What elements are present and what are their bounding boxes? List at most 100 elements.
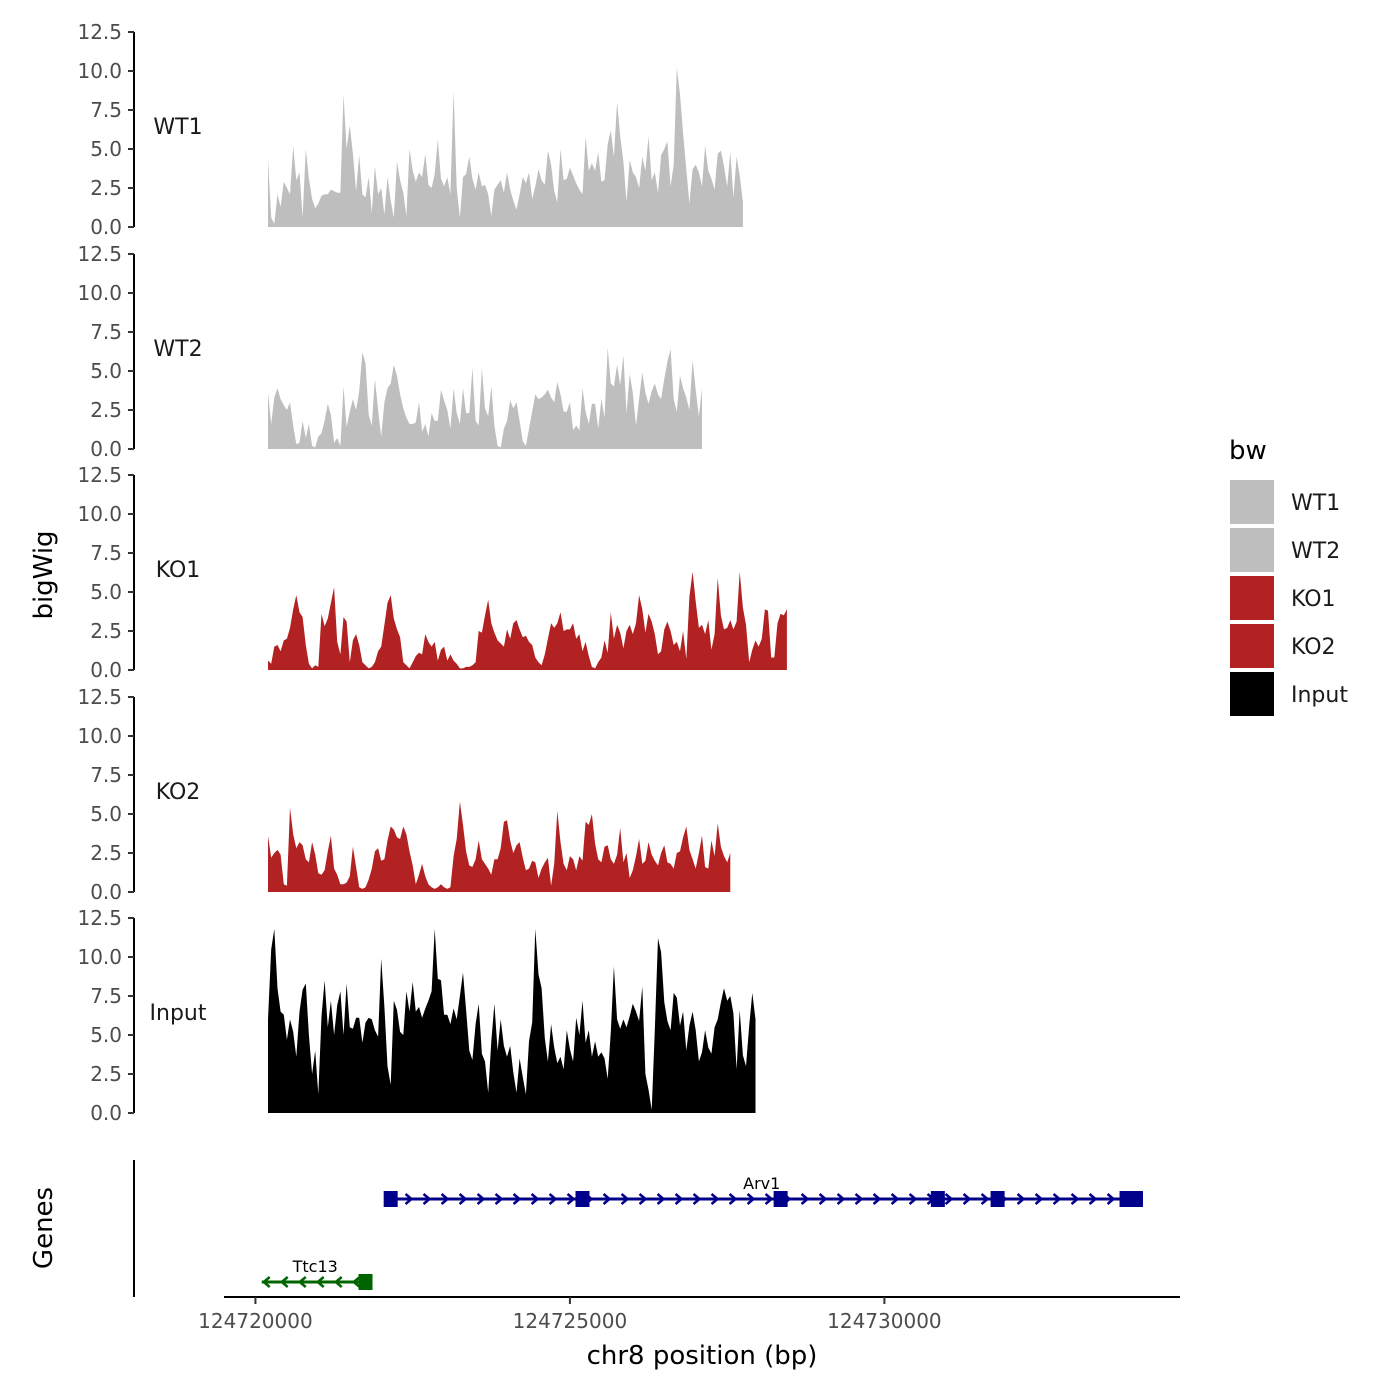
strand-chevron: [476, 1193, 486, 1205]
strand-chevron: [692, 1193, 702, 1205]
area-ko1: [268, 571, 787, 670]
x-axis: 124720000 124725000 124730000: [198, 1296, 1180, 1333]
legend-entry: KO1: [1230, 576, 1336, 620]
strand-chevron: [440, 1193, 450, 1205]
x-tick-label: 124725000: [513, 1309, 628, 1333]
exon-block: [990, 1191, 1005, 1207]
exon-block: [930, 1191, 945, 1207]
y-tick-label: 2.5: [90, 398, 122, 422]
y-tick-label: 2.5: [90, 619, 122, 643]
y-tick-label: 7.5: [90, 984, 122, 1008]
legend-title: bw: [1229, 436, 1267, 466]
y-tick-label: 5.0: [90, 359, 122, 383]
genes-axis-title: Genes: [29, 1187, 59, 1269]
y-tick-label: 0.0: [90, 658, 122, 682]
strand-chevron: [458, 1193, 468, 1205]
strand-chevron: [638, 1193, 648, 1205]
y-tick-label: 0.0: [90, 215, 122, 239]
area-wt2: [268, 347, 702, 449]
y-tick-label: 12.5: [77, 242, 122, 266]
track-label: KO1: [156, 558, 201, 583]
strand-chevron: [422, 1193, 432, 1205]
y-tick-label: 7.5: [90, 541, 122, 565]
strand-chevron: [656, 1193, 666, 1205]
gene-arv1: Arv1: [383, 1174, 1143, 1207]
exon-block: [358, 1274, 373, 1290]
y-tick-label: 5.0: [90, 1023, 122, 1047]
exon-block: [1128, 1191, 1143, 1207]
strand-chevron: [872, 1193, 882, 1205]
track-wt2: 0.0 2.5 5.0 7.5 10.0 12.5 WT2: [77, 242, 702, 461]
y-tick-label: 0.0: [90, 437, 122, 461]
area-input: [268, 928, 756, 1113]
track-input: 0.0 2.5 5.0 7.5 10.0 12.5 Input: [77, 906, 756, 1125]
legend-swatch: [1230, 480, 1274, 524]
legend-label: WT1: [1291, 491, 1340, 516]
gene-label: Ttc13: [292, 1257, 338, 1276]
x-axis-title: chr8 position (bp): [587, 1341, 818, 1371]
strand-chevron: [818, 1193, 828, 1205]
strand-chevron: [602, 1193, 612, 1205]
legend-label: WT2: [1291, 539, 1340, 564]
y-tick-label: 10.0: [77, 502, 122, 526]
legend-swatch: [1230, 624, 1274, 668]
y-tick-label: 10.0: [77, 281, 122, 305]
exon-block: [383, 1191, 398, 1207]
y-tick-label: 12.5: [77, 463, 122, 487]
strand-chevron: [566, 1193, 576, 1205]
exon-block: [773, 1191, 788, 1207]
strand-chevron: [494, 1193, 504, 1205]
track-wt1: 0.0 2.5 5.0 7.5 10.0 12.5 WT1: [77, 20, 743, 239]
gene-ttc13: Ttc13: [261, 1257, 373, 1290]
legend-swatch: [1230, 576, 1274, 620]
strand-chevron: [512, 1193, 522, 1205]
y-tick-label: 12.5: [77, 20, 122, 44]
legend-label: Input: [1291, 683, 1348, 708]
strand-chevron: [908, 1193, 918, 1205]
legend: bw WT1 WT2 KO1 KO2 Input: [1229, 436, 1348, 716]
strand-chevron: [261, 1276, 271, 1288]
strand-chevron: [333, 1276, 343, 1288]
strand-chevron: [1052, 1193, 1062, 1205]
x-tick-label: 124720000: [198, 1309, 313, 1333]
strand-chevron: [404, 1193, 414, 1205]
y-tick-label: 2.5: [90, 1062, 122, 1086]
strand-chevron: [890, 1193, 900, 1205]
strand-chevron: [944, 1193, 954, 1205]
strand-chevron: [980, 1193, 990, 1205]
gene-track: Arv1 Ttc13: [133, 1160, 1143, 1297]
y-tick-label: 0.0: [90, 1101, 122, 1125]
y-tick-label: 12.5: [77, 685, 122, 709]
legend-label: KO2: [1291, 635, 1336, 660]
legend-entry: KO2: [1230, 624, 1336, 668]
strand-chevron: [297, 1276, 307, 1288]
strand-chevron: [279, 1276, 289, 1288]
y-tick-label: 5.0: [90, 580, 122, 604]
area-ko2: [268, 801, 731, 892]
strand-chevron: [746, 1193, 756, 1205]
y-tick-label: 12.5: [77, 906, 122, 930]
strand-chevron: [854, 1193, 864, 1205]
track-ko1: 0.0 2.5 5.0 7.5 10.0 12.5 KO1: [77, 463, 787, 682]
y-axis-title: bigWig: [29, 530, 59, 619]
y-tick-label: 7.5: [90, 98, 122, 122]
legend-entry: WT2: [1230, 528, 1340, 572]
y-tick-label: 5.0: [90, 802, 122, 826]
y-tick-label: 7.5: [90, 320, 122, 344]
strand-chevron: [728, 1193, 738, 1205]
legend-entry: Input: [1230, 672, 1348, 716]
legend-swatch: [1230, 672, 1274, 716]
strand-chevron: [315, 1276, 325, 1288]
track-label: WT1: [153, 115, 202, 140]
gene-label: Arv1: [743, 1174, 780, 1193]
strand-chevron: [800, 1193, 810, 1205]
strand-chevron: [548, 1193, 558, 1205]
y-tick-label: 2.5: [90, 841, 122, 865]
legend-entry: WT1: [1230, 480, 1340, 524]
strand-chevron: [1070, 1193, 1080, 1205]
track-label: Input: [150, 1001, 207, 1026]
y-tick-label: 7.5: [90, 763, 122, 787]
track-label: WT2: [153, 337, 202, 362]
legend-label: KO1: [1291, 587, 1336, 612]
